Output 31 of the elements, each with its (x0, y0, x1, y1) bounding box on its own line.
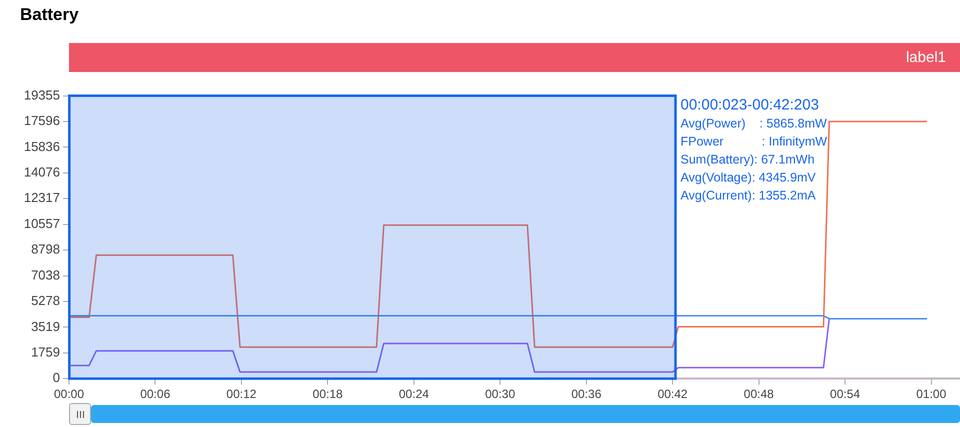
x-tick-label: 00:00 (54, 387, 84, 402)
x-tick-label: 00:12 (226, 387, 257, 402)
annotation: 00:00:023-00:42:203 (680, 96, 819, 114)
chart-title: Battery (20, 5, 79, 25)
y-tick-label: 14076 (24, 164, 60, 180)
x-tick-label: 00:42 (658, 387, 688, 402)
annotation: Avg(Current): 1355.2mA (680, 188, 816, 203)
annotation: Avg(Voltage): 4345.9mV (680, 170, 816, 185)
y-tick-label: 0 (52, 370, 60, 386)
x-tick-label: 00:24 (398, 387, 430, 402)
y-tick-label: 7038 (31, 267, 60, 282)
x-tick-label: 00:18 (312, 387, 344, 402)
annotation: FPower : InfinitymW (680, 134, 828, 149)
y-tick-label: 5278 (31, 293, 60, 308)
y-tick-label: 12317 (24, 190, 60, 206)
x-tick-label: 00:36 (571, 387, 602, 402)
y-tick-label: 3519 (31, 318, 60, 334)
x-tick-label: 01:00 (916, 387, 947, 402)
annotation: Sum(Battery): 67.1mWh (680, 152, 815, 167)
x-tick-label: 00:54 (830, 387, 860, 402)
y-tick-label: 10557 (24, 216, 60, 231)
x-tick-label: 00:06 (140, 387, 171, 402)
y-tick-label: 17596 (24, 113, 60, 128)
label-banner: label1 (69, 43, 960, 72)
annotation: Avg(Power) : 5865.8mW (680, 116, 828, 131)
y-tick-label: 19355 (24, 87, 60, 102)
x-tick-label: 00:48 (744, 387, 774, 402)
y-tick-label: 15836 (24, 138, 60, 154)
y-tick-label: 1759 (31, 344, 60, 360)
x-tick-label: 00:30 (485, 387, 516, 402)
y-tick-label: 8798 (31, 242, 60, 257)
